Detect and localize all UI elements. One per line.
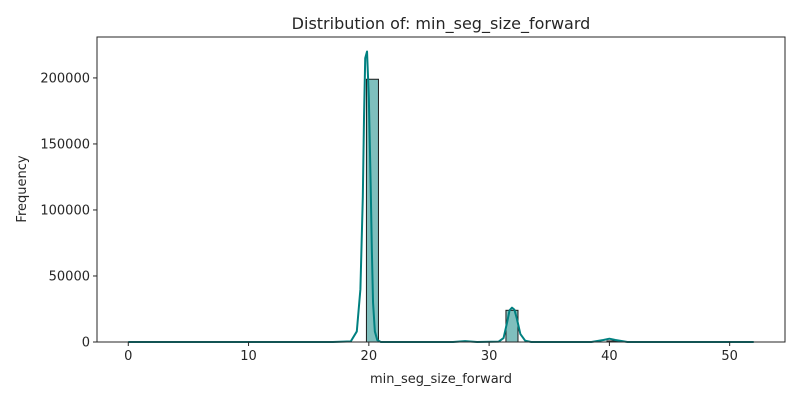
y-tick-label: 0: [82, 336, 90, 351]
x-tick-label: 10: [240, 349, 257, 364]
x-tick-label: 30: [481, 349, 498, 364]
x-tick-label: 50: [721, 349, 738, 364]
y-tick-label: 200000: [40, 71, 90, 86]
axes-layer: 0 10 20 30 40 50 0 50000 100000 150000 200000: [40, 36, 786, 364]
bars-layer: [365, 78, 620, 343]
x-tick-label: 0: [124, 349, 132, 364]
plot-frame: [96, 36, 786, 343]
y-tick-label: 150000: [40, 137, 90, 152]
x-tick-label: 40: [601, 349, 618, 364]
kde-layer: [128, 50, 754, 343]
chart-title: Distribution of: min_seg_size_forward: [292, 14, 591, 34]
kde-curve: [128, 50, 754, 343]
y-axis-label: Frequency: [15, 155, 30, 222]
x-tick-label: 20: [361, 349, 378, 364]
x-axis-label: min_seg_size_forward: [370, 372, 512, 387]
y-tick-label: 100000: [40, 203, 90, 218]
y-tick-label: 50000: [49, 269, 90, 284]
